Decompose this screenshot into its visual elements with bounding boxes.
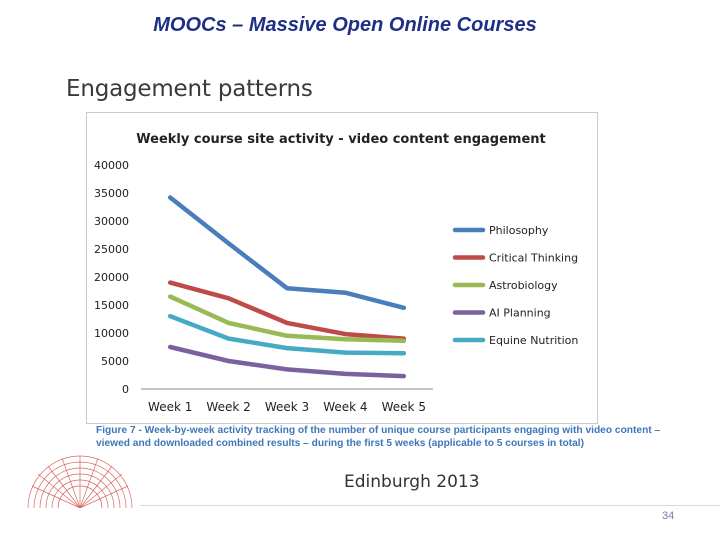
data-point xyxy=(401,305,406,310)
data-point xyxy=(343,290,348,295)
y-tick-label: 5000 xyxy=(101,355,129,368)
x-tick-label: Week 3 xyxy=(265,400,309,414)
data-point xyxy=(226,241,231,246)
data-point xyxy=(226,296,231,301)
event-label: Edinburgh 2013 xyxy=(344,472,480,492)
data-point xyxy=(168,345,173,349)
data-point xyxy=(226,336,231,341)
line-chart: Weekly course site activity - video cont… xyxy=(94,132,578,414)
data-point xyxy=(168,195,173,200)
data-point xyxy=(401,351,406,356)
legend-label: Philosophy xyxy=(489,224,549,237)
page-number: 34 xyxy=(662,510,675,522)
data-point xyxy=(168,280,173,285)
data-point xyxy=(343,332,348,337)
y-tick-label: 25000 xyxy=(94,243,129,256)
y-tick-label: 10000 xyxy=(94,327,129,340)
slide-title: MOOCs – Massive Open Online Courses xyxy=(153,14,537,36)
data-point xyxy=(168,294,173,299)
x-tick-label: Week 1 xyxy=(148,400,192,414)
y-tick-label: 40000 xyxy=(94,159,129,172)
data-point xyxy=(285,333,289,338)
figure-caption: Figure 7 - Week-by-week activity trackin… xyxy=(96,425,661,449)
y-tick-label: 35000 xyxy=(94,187,129,200)
chart-frame: Weekly course site activity - video cont… xyxy=(86,112,598,424)
data-point xyxy=(401,374,406,379)
y-tick-label: 15000 xyxy=(94,299,129,312)
y-tick-label: 30000 xyxy=(94,215,129,228)
chart-title: Weekly course site activity - video cont… xyxy=(136,132,546,147)
data-point xyxy=(285,367,289,372)
legend-label: Equine Nutrition xyxy=(489,334,578,347)
data-point xyxy=(343,371,348,376)
chart-legend: Philosophy Critical Thinking Astrobiology A… xyxy=(452,224,578,347)
data-point xyxy=(343,350,348,355)
section-title: Engagement patterns xyxy=(66,76,313,102)
data-point xyxy=(226,320,231,325)
data-point xyxy=(285,320,289,325)
legend-label: AI Planning xyxy=(489,307,551,320)
x-tick-label: Week 4 xyxy=(323,400,367,414)
legend-label: Critical Thinking xyxy=(489,252,578,265)
y-tick-label: 20000 xyxy=(94,271,129,284)
series-lines xyxy=(167,195,407,379)
data-point xyxy=(343,337,348,342)
chart-axes: 0 5000 10000 15000 20000 25000 30000 35000 40000… xyxy=(94,159,433,414)
data-point xyxy=(401,338,406,343)
data-point xyxy=(226,359,231,363)
x-tick-label: Week 5 xyxy=(382,400,426,414)
footer-divider xyxy=(140,505,720,506)
y-tick-label: 0 xyxy=(122,383,129,396)
university-seal-icon xyxy=(27,455,133,508)
data-point xyxy=(285,286,289,291)
data-point xyxy=(285,346,289,351)
x-tick-label: Week 2 xyxy=(206,400,250,414)
data-point xyxy=(168,314,173,319)
legend-label: Astrobiology xyxy=(489,279,558,292)
